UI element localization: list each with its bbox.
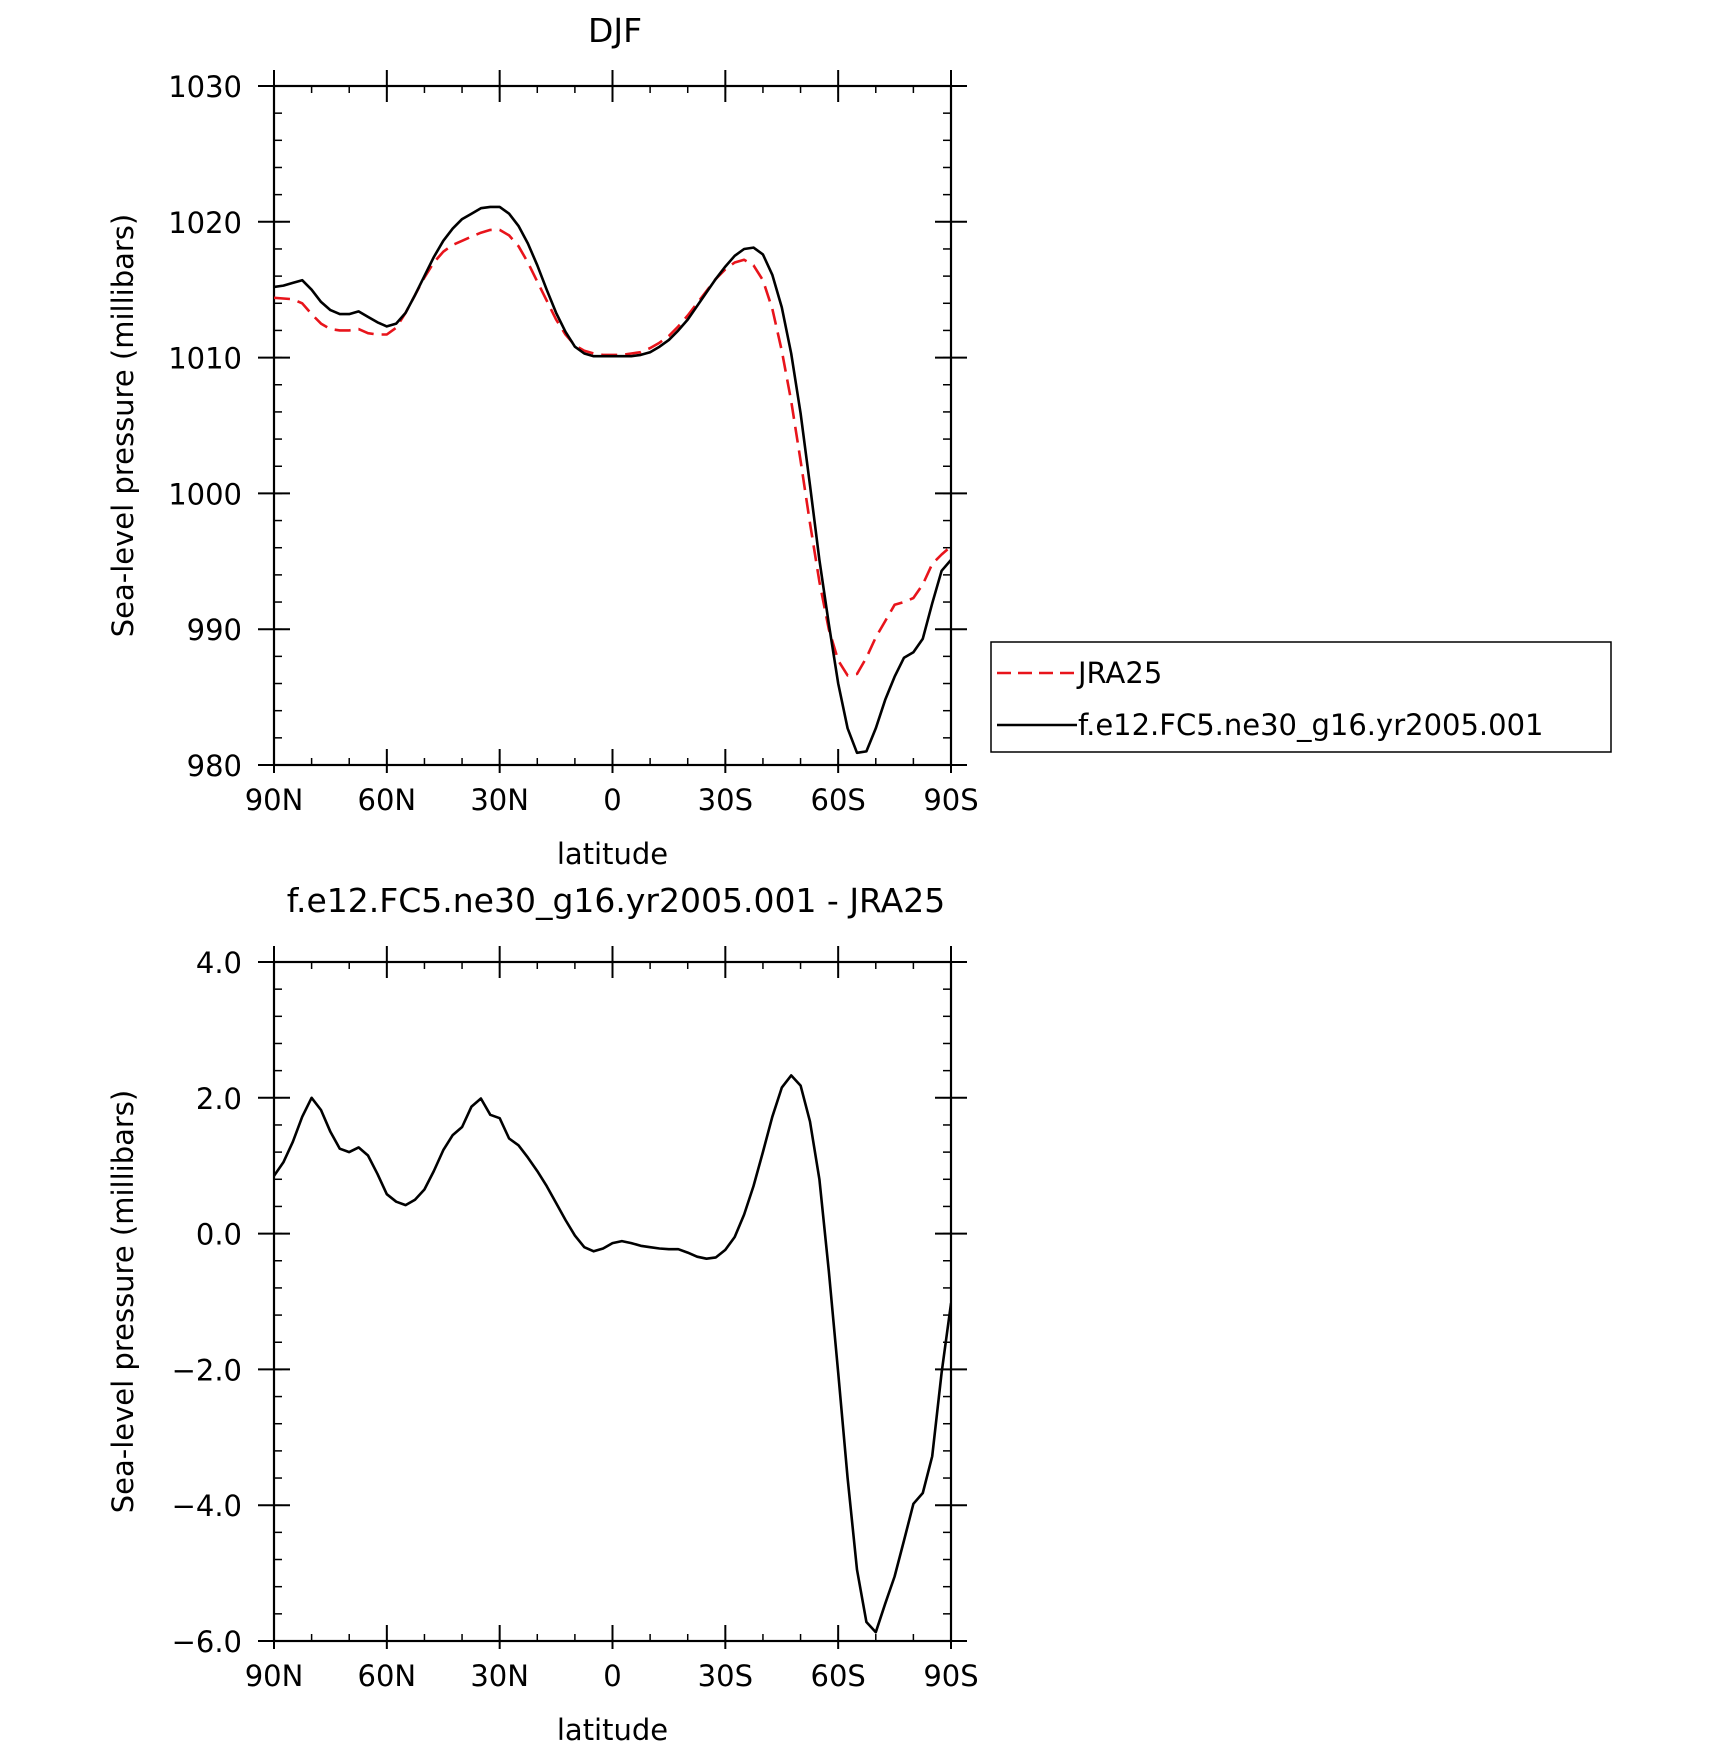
x-tick-label: 90N xyxy=(245,783,304,817)
legend-label-model: f.e12.FC5.ne30_g16.yr2005.001 xyxy=(1078,708,1544,742)
x-tick-label: 90S xyxy=(923,1659,978,1693)
y-tick-label: 1000 xyxy=(168,477,242,511)
y-tick-label: 1010 xyxy=(168,342,242,376)
y-tick-label: 990 xyxy=(187,613,242,647)
x-tick-label: 30N xyxy=(470,1659,529,1693)
panel-top: 90N 60N 30N 0 30S 60S 90S 1030 1020 1010 1000 990 98… xyxy=(106,11,979,871)
x-tick-label: 60N xyxy=(358,783,417,817)
y-tick-label: −2.0 xyxy=(172,1353,242,1387)
chart-title: f.e12.FC5.ne30_g16.yr2005.001 - JRA25 xyxy=(287,881,945,920)
x-tick-label: 60S xyxy=(811,1659,866,1693)
x-axis-label: latitude xyxy=(557,837,668,871)
y-tick-label: 1030 xyxy=(168,70,242,104)
x-tick-label: 90S xyxy=(923,783,978,817)
legend-box xyxy=(990,641,1612,753)
panel-bottom: 90N 60N 30N 0 30S 60S 90S 4.0 2.0 0.0 −2.0 −4.0 −6.0… xyxy=(106,881,979,1745)
chart-title: DJF xyxy=(588,11,642,50)
x-tick-label: 60N xyxy=(358,1659,417,1693)
x-tick-label: 60S xyxy=(811,783,866,817)
x-tick-label: 30S xyxy=(698,1659,753,1693)
x-tick-label: 90N xyxy=(245,1659,304,1693)
x-tick-label: 30S xyxy=(698,783,753,817)
series-line-f-e12-fc5-ne30-g16-yr2005-001 xyxy=(274,205,951,755)
x-axis-label: latitude xyxy=(557,1713,668,1745)
plot-frame xyxy=(272,960,953,1643)
y-tick-label: 980 xyxy=(187,749,242,783)
y-tick-label: 2.0 xyxy=(196,1082,242,1116)
series-line-difference xyxy=(274,1074,951,1634)
plot-frame xyxy=(272,84,953,767)
y-axis-label: Sea-level pressure (millibars) xyxy=(106,1090,140,1513)
y-tick-label: 4.0 xyxy=(196,946,242,980)
y-tick-label: −6.0 xyxy=(172,1625,242,1659)
y-tick-label: 1020 xyxy=(168,206,242,240)
series-line-jra25 xyxy=(274,228,951,677)
y-tick-label: −4.0 xyxy=(172,1489,242,1523)
x-tick-label: 0 xyxy=(603,1659,621,1693)
y-tick-label: 0.0 xyxy=(196,1218,242,1252)
legend: JRA25 f.e12.FC5.ne30_g16.yr2005.001 xyxy=(990,641,1612,753)
x-tick-label: 0 xyxy=(603,783,621,817)
x-tick-label: 30N xyxy=(470,783,529,817)
legend-label-jra25: JRA25 xyxy=(1076,656,1162,690)
y-axis-label: Sea-level pressure (millibars) xyxy=(106,214,140,637)
